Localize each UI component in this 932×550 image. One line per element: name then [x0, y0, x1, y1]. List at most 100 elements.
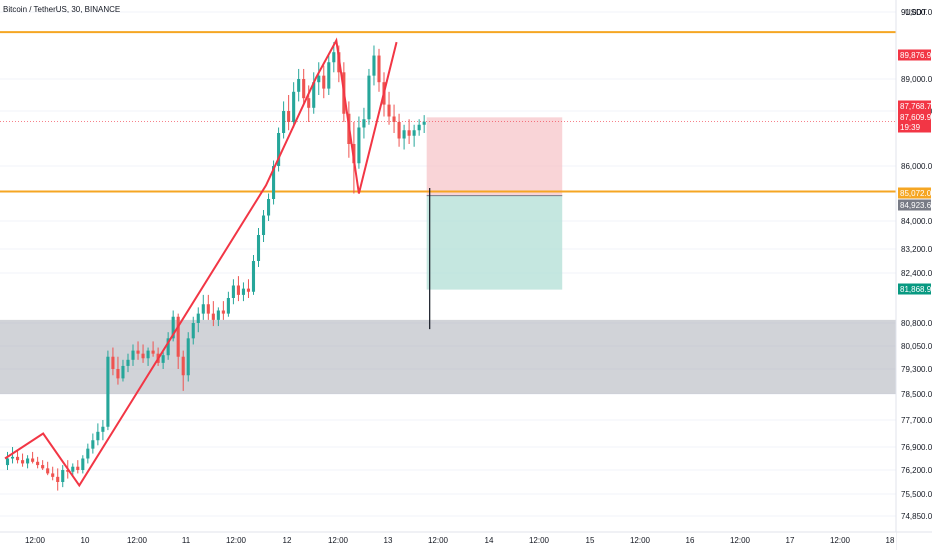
x-tick-label: 12:00 [428, 536, 449, 545]
price-badge-label: 87,768.71 [900, 102, 932, 111]
candle [121, 359, 125, 382]
candle-body [101, 426, 105, 432]
candle-body [166, 338, 170, 356]
candle [41, 460, 45, 470]
candle-body [96, 431, 100, 441]
candle [146, 347, 150, 366]
candle-body [377, 55, 381, 83]
candle-body [91, 440, 95, 449]
candle [246, 279, 251, 298]
candle [206, 294, 210, 320]
x-tick-label: 16 [686, 536, 695, 545]
candle-body [121, 365, 125, 379]
x-tick-label: 12 [283, 536, 292, 545]
candle-body [211, 313, 215, 320]
candle-body [171, 316, 175, 339]
candle [372, 45, 376, 86]
candle-body [66, 470, 70, 472]
price-badge-label: 87,609.94 [900, 113, 932, 122]
x-tick-label: 15 [586, 536, 595, 545]
price-badge-bg [898, 199, 931, 211]
price-badge-label: 84,923.64 [900, 201, 932, 210]
candle [422, 115, 426, 133]
price-axis-background [896, 0, 932, 550]
candle [397, 113, 401, 147]
candle [111, 347, 115, 376]
candle [166, 332, 170, 360]
candle-body [46, 468, 50, 474]
stop-loss-zone [426, 117, 563, 196]
candle-body [131, 350, 135, 360]
candle-body [272, 166, 276, 199]
candle-body [422, 121, 426, 125]
candle-body [16, 456, 20, 461]
candle-body [251, 261, 256, 292]
candle-body [417, 124, 421, 131]
candle-body [186, 338, 190, 376]
candle [161, 350, 165, 369]
price-badge-label: 85,072.00 [900, 189, 932, 198]
price-badge-bg [898, 283, 931, 295]
candle [106, 350, 110, 431]
candle [392, 104, 396, 133]
y-tick-label: 86,000.00 [901, 162, 932, 171]
candle-body [282, 111, 286, 133]
candle [116, 356, 120, 385]
candle-body [81, 458, 85, 470]
candle-body [196, 313, 200, 323]
candle [377, 48, 381, 92]
y-tick-label: 83,200.00 [901, 245, 932, 254]
x-tick-label: 12:00 [630, 536, 651, 545]
candle-body [5, 458, 10, 466]
price-badge-bg [898, 111, 931, 123]
candle-body [241, 288, 245, 295]
candle-body [10, 456, 15, 459]
candle-body [206, 304, 210, 314]
y-tick-label: 75,500.00 [901, 490, 932, 499]
candle-body [226, 298, 230, 314]
candle-body [277, 133, 281, 166]
candle [5, 451, 10, 470]
price-badge: 84,923.64 [898, 199, 932, 211]
candle-body [126, 359, 130, 366]
candle [136, 341, 140, 360]
candle-body [26, 458, 30, 464]
currency-label: USDT [905, 8, 927, 17]
x-tick-label: 12:00 [328, 536, 349, 545]
price-badge: 87,609.94 [898, 111, 932, 123]
candle [141, 344, 145, 363]
candle [96, 423, 100, 446]
candle-body [51, 473, 55, 477]
candle [332, 42, 336, 73]
candle [56, 468, 60, 491]
candle [287, 95, 291, 131]
x-tick-label: 12:00 [127, 536, 148, 545]
candle [256, 228, 261, 267]
candle-body [246, 288, 251, 292]
candle [101, 420, 105, 441]
price-badge: 89,876.94 [898, 49, 932, 61]
candle-body [56, 476, 60, 482]
candle-body [327, 62, 331, 89]
candle [312, 72, 316, 114]
candle-body [146, 350, 150, 359]
x-tick-label: 14 [485, 536, 494, 545]
candle [76, 460, 80, 474]
x-tick-label: 17 [786, 536, 795, 545]
candle-body [367, 75, 371, 120]
x-tick-label: 12:00 [830, 536, 851, 545]
candle-body [221, 310, 225, 314]
candle-body [141, 353, 145, 359]
candle [267, 193, 271, 221]
candle [241, 282, 245, 302]
candle [282, 101, 286, 139]
price-badge-label: 19:39 [900, 123, 921, 132]
candle-body [307, 98, 311, 108]
candle-body [236, 285, 240, 295]
y-tick-label: 74,850.00 [901, 512, 932, 521]
candle [292, 82, 296, 128]
candle [216, 307, 220, 327]
candle [277, 127, 281, 172]
